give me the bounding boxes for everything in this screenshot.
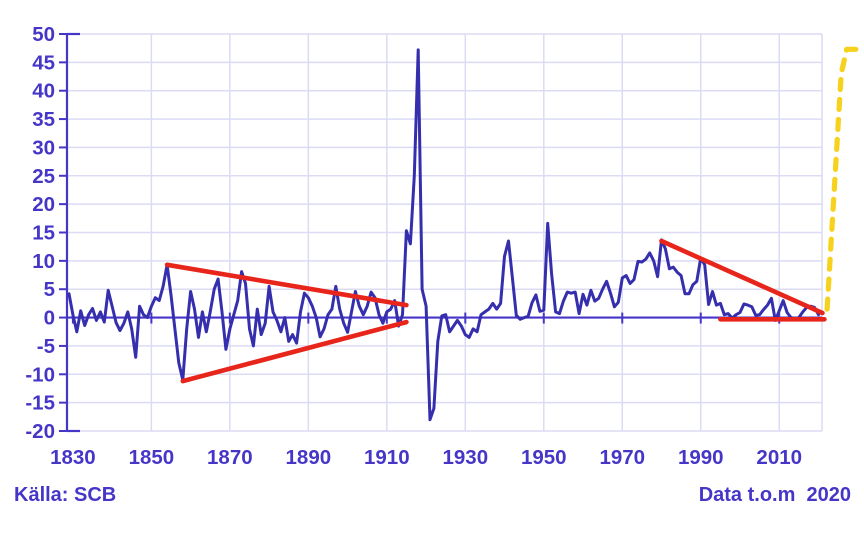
x-tick-label: 1970 xyxy=(599,446,645,469)
source-label: Källa: SCB xyxy=(14,484,117,506)
wedge-lower-trendline xyxy=(180,319,409,384)
y-tick-label: 30 xyxy=(32,136,55,159)
y-tick-label: -5 xyxy=(37,335,55,358)
x-tick-label: 1990 xyxy=(678,446,724,469)
x-tick-label: 1950 xyxy=(521,446,567,469)
y-tick-label: 10 xyxy=(32,250,55,273)
y-tick-label: -20 xyxy=(25,420,55,443)
y-tick-label: 40 xyxy=(32,80,55,103)
data-note-label: Data t.o.m 2020 xyxy=(698,484,851,506)
x-tick-label: 1870 xyxy=(207,446,253,469)
y-tick-label: 45 xyxy=(32,51,55,74)
inflation-series-line xyxy=(67,48,820,422)
y-tick-label: 35 xyxy=(32,108,55,131)
wedge-upper-trendline xyxy=(164,262,409,308)
y-tick-label: -15 xyxy=(25,392,55,415)
y-tick-label: 0 xyxy=(44,307,55,330)
y-tick-label: 20 xyxy=(32,193,55,216)
y-tick-label: -10 xyxy=(25,363,55,386)
y-tick-label: 25 xyxy=(32,165,55,188)
y-tick-label: 5 xyxy=(44,278,55,301)
y-tick-label: 50 xyxy=(32,23,55,46)
y-tick-label: 15 xyxy=(32,222,55,245)
x-tick-label: 1910 xyxy=(364,446,410,469)
x-tick-label: 1890 xyxy=(286,446,332,469)
x-tick-label: 1830 xyxy=(50,446,96,469)
projection-dashed-line xyxy=(824,46,862,312)
x-tick-label: 1930 xyxy=(442,446,488,469)
x-tick-label: 2010 xyxy=(756,446,802,469)
decline-trendline xyxy=(659,238,825,316)
x-tick-label: 1850 xyxy=(129,446,175,469)
